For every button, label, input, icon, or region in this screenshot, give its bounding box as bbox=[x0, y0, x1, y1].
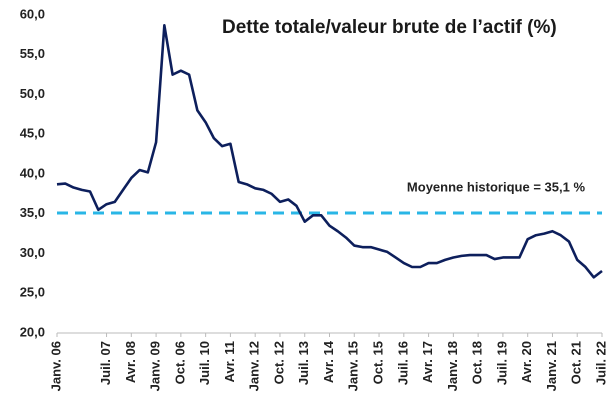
x-tick-label: Avr. 11 bbox=[222, 341, 237, 382]
reference-label: Moyenne historique = 35,1 % bbox=[407, 179, 586, 194]
x-tick-label: Janv. 12 bbox=[247, 341, 262, 391]
y-tick-label: 40,0 bbox=[20, 165, 45, 180]
x-tick-label: Oct. 15 bbox=[370, 341, 385, 384]
x-tick-label: Janv. 15 bbox=[346, 341, 361, 391]
x-tick-label: Juil. 07 bbox=[98, 341, 113, 385]
y-tick-label: 30,0 bbox=[20, 245, 45, 260]
y-tick-label: 55,0 bbox=[20, 46, 45, 61]
x-tick-label: Avr. 14 bbox=[321, 340, 336, 383]
x-tick-label: Oct. 18 bbox=[470, 341, 485, 384]
y-tick-label: 35,0 bbox=[20, 205, 45, 220]
y-tick-label: 25,0 bbox=[20, 285, 45, 300]
y-tick-label: 20,0 bbox=[20, 324, 45, 339]
x-tick-label: Janv. 18 bbox=[445, 341, 460, 391]
y-tick-label: 50,0 bbox=[20, 86, 45, 101]
x-tick-label: Avr. 08 bbox=[123, 341, 138, 383]
x-tick-label: Juil. 16 bbox=[395, 341, 410, 385]
x-tick-label: Juil. 13 bbox=[296, 341, 311, 385]
x-tick-label: Janv. 09 bbox=[148, 341, 163, 391]
x-tick-label: Juil. 22 bbox=[593, 341, 608, 385]
x-tick-label: Janv. 21 bbox=[544, 341, 559, 391]
y-tick-label: 60,0 bbox=[20, 6, 45, 21]
y-tick-label: 45,0 bbox=[20, 126, 45, 141]
x-tick-label: Avr. 17 bbox=[420, 341, 435, 383]
x-tick-label: Avr. 20 bbox=[519, 341, 534, 383]
chart-title: Dette totale/valeur brute de l’actif (%) bbox=[222, 17, 557, 38]
data-line bbox=[56, 24, 603, 279]
x-tick-label: Juil. 19 bbox=[494, 341, 509, 385]
x-tick-label: Janv. 06 bbox=[48, 341, 63, 391]
x-tick-label: Oct. 12 bbox=[271, 341, 286, 384]
x-tick-label: Oct. 21 bbox=[569, 341, 584, 384]
x-tick-label: Oct. 06 bbox=[172, 341, 187, 384]
x-tick-label: Juil. 10 bbox=[197, 341, 212, 385]
